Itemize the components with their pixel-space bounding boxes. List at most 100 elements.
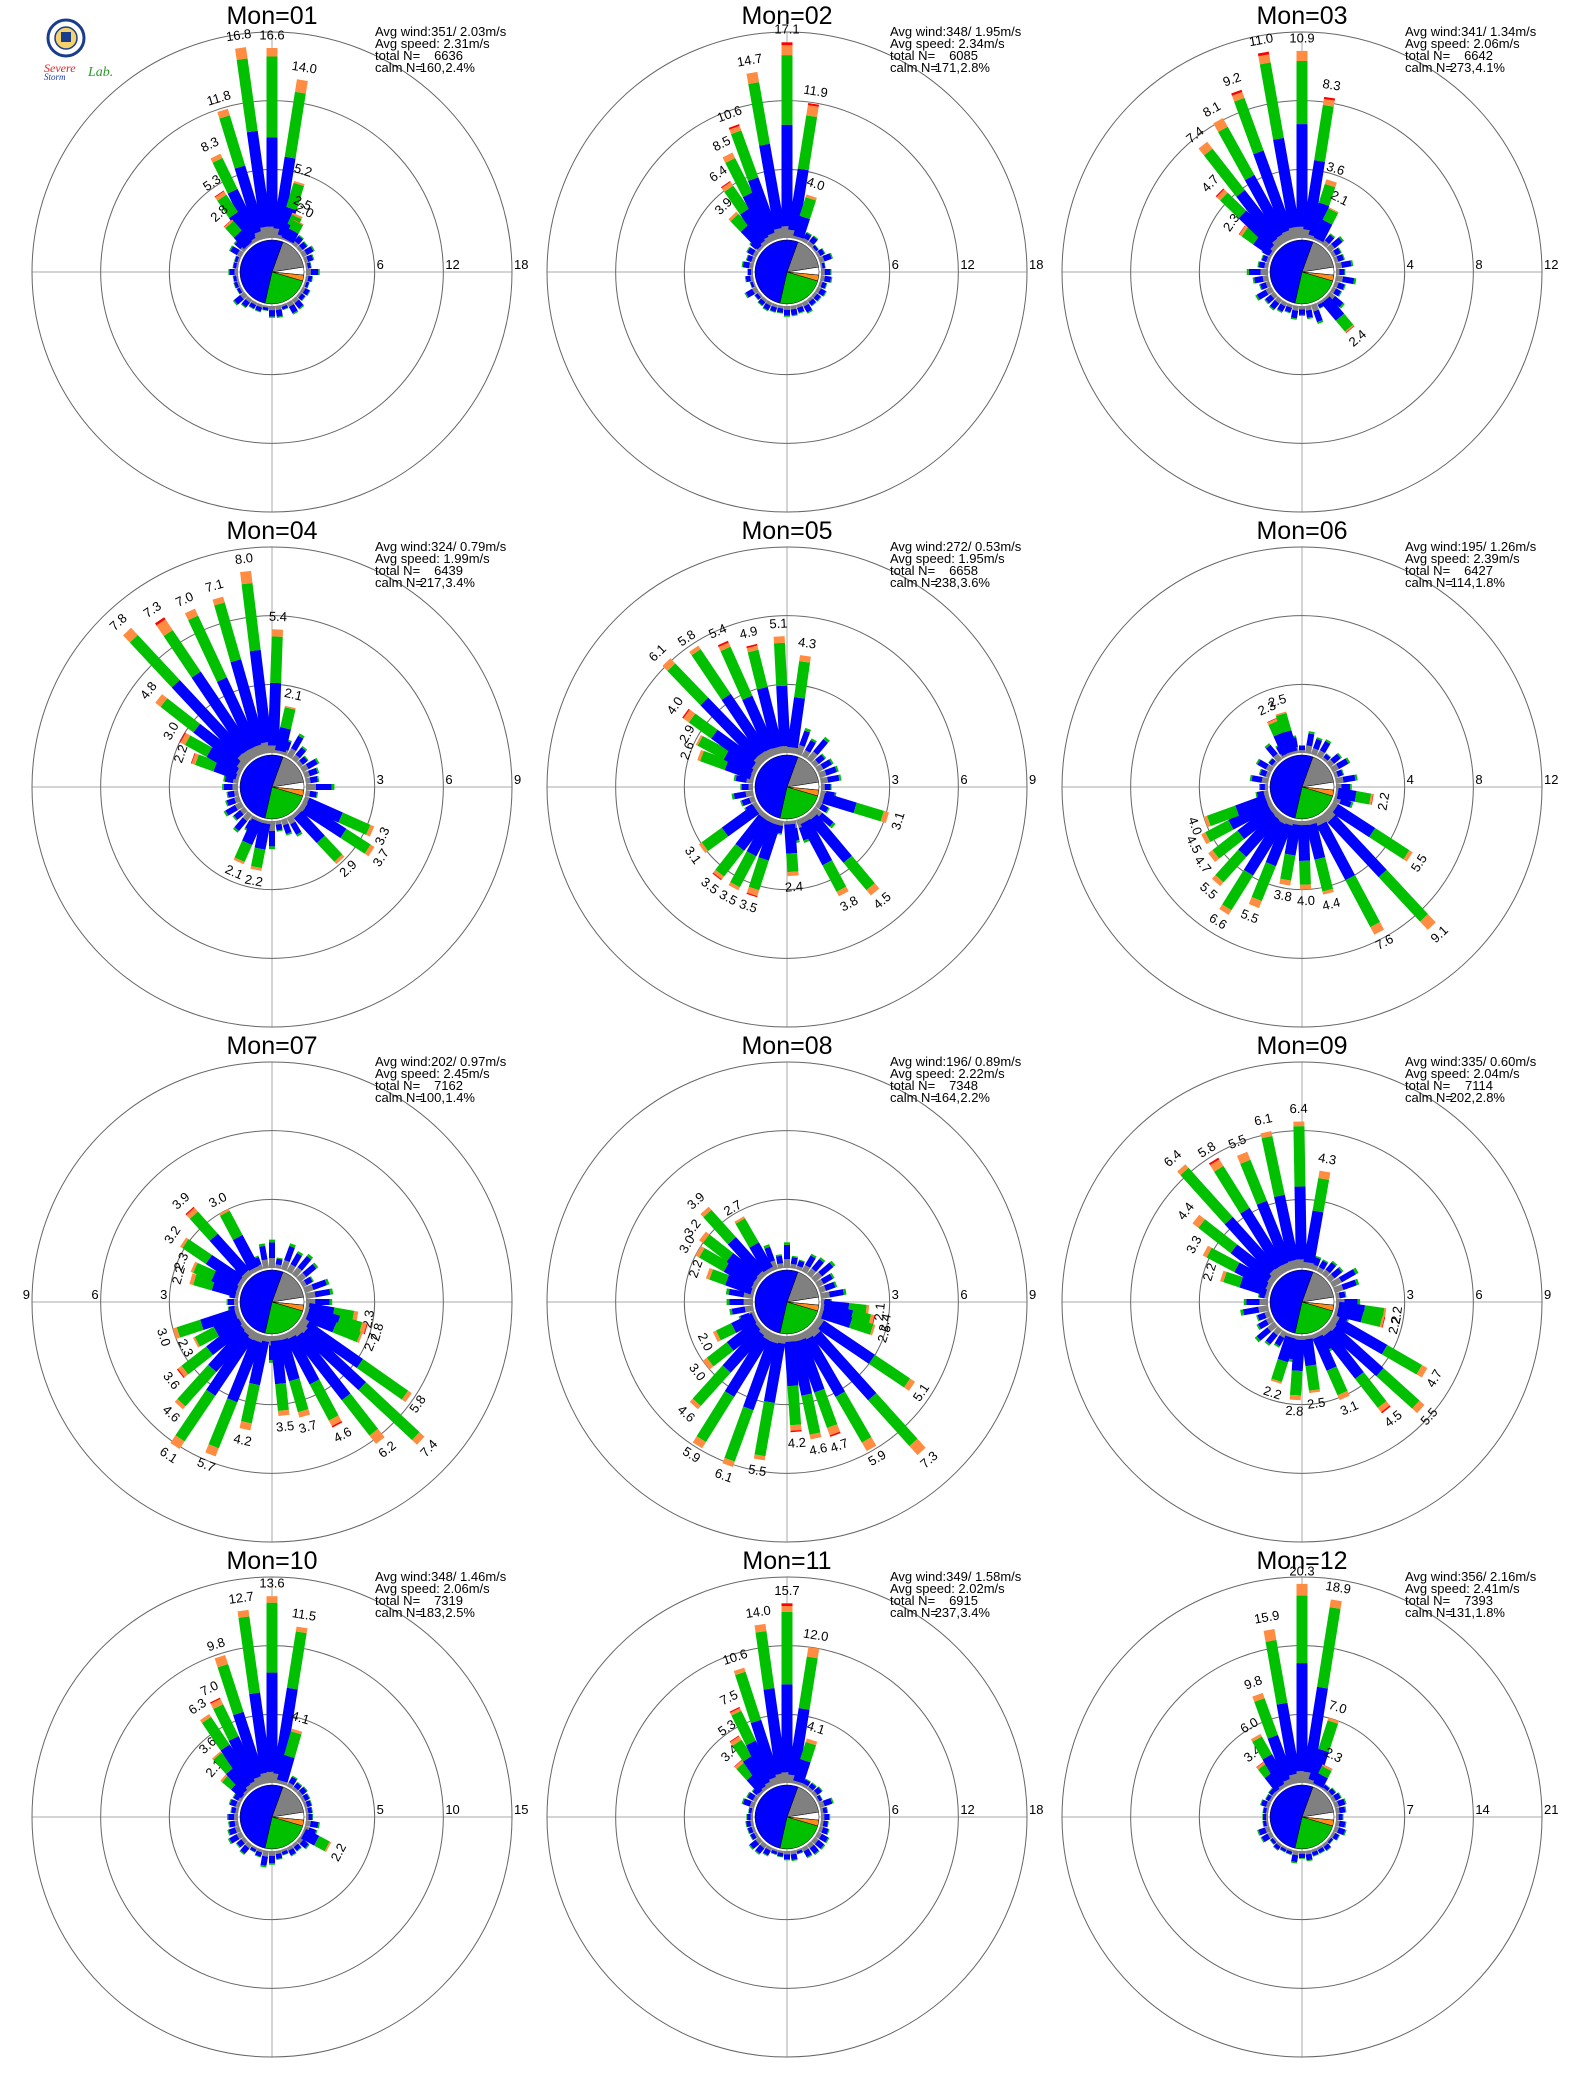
bar-segment (237, 256, 242, 264)
direction-bar (1329, 247, 1342, 258)
stat-avg-speed: Avg speed: 2.39m/s (1405, 551, 1520, 566)
bar-value-label: 20.3 (1289, 1563, 1314, 1578)
bar-value-label: 8.1 (1200, 98, 1223, 120)
bar-segment (1326, 1366, 1348, 1396)
bar-segment (1321, 1764, 1333, 1771)
direction-bar (1310, 1847, 1319, 1857)
direction-bar (1202, 1245, 1275, 1291)
direction-bar (817, 1307, 876, 1336)
direction-bar (820, 1814, 831, 1820)
direction-bar (1329, 1267, 1359, 1288)
bar-segment (309, 1799, 313, 1806)
wind-rose-8: 3 6 92.23.03.23.9 2.72.12.42.55.17.35.94.74… (546, 1032, 1036, 1543)
bar-segment (746, 1791, 751, 1798)
direction-bar (789, 1849, 798, 1862)
bar-segment (1270, 291, 1278, 300)
bar-segment (296, 1251, 304, 1257)
bar-segment (1230, 1244, 1274, 1282)
bar-segment (811, 1271, 823, 1283)
bar-segment (302, 1801, 308, 1809)
stat-avg-speed: Avg speed: 1.99m/s (375, 551, 490, 566)
bar-segment (811, 1782, 817, 1787)
bar-segment (746, 643, 758, 649)
direction-bar (1290, 304, 1300, 320)
bar-segment (284, 1245, 295, 1263)
direction-bar (817, 791, 889, 823)
direction-bar (801, 299, 813, 314)
bar-segment (296, 760, 304, 768)
bar-segment (744, 292, 749, 299)
bar-segment (1237, 806, 1275, 840)
direction-bar (225, 795, 242, 807)
bar-segment (1326, 1836, 1332, 1843)
bar-segment (825, 1837, 830, 1844)
stat-avg-speed: Avg speed: 2.45m/s (375, 1066, 490, 1081)
bar-segment (786, 746, 799, 755)
direction-bar (1255, 286, 1275, 301)
bar-value-label: 9.2 (1221, 69, 1243, 89)
direction-bar (814, 1831, 830, 1844)
direction-bar (299, 286, 311, 296)
bar-segment (193, 723, 244, 767)
bar-segment (316, 775, 320, 782)
bar-segment (742, 695, 776, 752)
direction-bar (1211, 808, 1284, 887)
wind-rose-3: 4 8 122.34.77.48.19.211.0 10.98.33.62.12.4M… (1061, 2, 1558, 513)
bar-segment (1316, 1844, 1323, 1851)
bar-segment (1416, 1364, 1428, 1378)
direction-bar (775, 1254, 785, 1270)
bar-segment (280, 1260, 290, 1272)
bar-value-label: 3.6 (1325, 159, 1347, 179)
bar-segment (760, 296, 768, 303)
bar-segment (1302, 1261, 1315, 1270)
direction-bar (1326, 1836, 1334, 1845)
bar-segment (225, 220, 242, 238)
bar-value-label: 2.3 (170, 1250, 191, 1273)
bar-segment (186, 1207, 198, 1219)
bar-segment (1280, 730, 1298, 754)
bar-segment (748, 1807, 750, 1814)
direction-bar (821, 269, 832, 275)
bar-segment (1330, 753, 1341, 764)
bar-value-label: 3.2 (161, 1223, 184, 1246)
bar-segment (715, 844, 745, 877)
bar-value-label: 4.4 (1321, 894, 1342, 913)
bar-value-label: 3.5 (717, 887, 740, 909)
bar-segment (781, 1603, 793, 1607)
bar-segment (818, 1262, 834, 1277)
bar-segment (801, 1264, 811, 1275)
ring-label: 10 (445, 1802, 459, 1817)
bar-segment (745, 789, 755, 798)
bar-segment (224, 219, 234, 229)
bar-segment (1246, 269, 1249, 275)
bar-segment (1262, 1807, 1268, 1814)
bar-segment (1257, 51, 1270, 57)
bar-segment (817, 248, 825, 257)
stat-total-value: 6642 (1464, 48, 1493, 63)
bar-segment (229, 1799, 238, 1807)
direction-bar (302, 1278, 330, 1294)
bar-segment (269, 1239, 275, 1243)
bar-segment (821, 1827, 829, 1835)
bar-segment (800, 819, 833, 866)
bar-segment (266, 226, 278, 238)
direction-bar (783, 1335, 802, 1433)
bar-segment (712, 1330, 721, 1342)
bar-value-label: 2.3 (175, 1336, 197, 1359)
bar-segment (1312, 1783, 1323, 1790)
bar-value-label: 3.5 (737, 896, 759, 916)
ring-label: 12 (1544, 772, 1558, 787)
bar-segment (1310, 302, 1319, 312)
direction-bar (305, 269, 320, 275)
bar-segment (299, 286, 306, 294)
bar-segment (817, 255, 825, 264)
ring-label: 9 (23, 1287, 30, 1302)
bar-segment (783, 820, 796, 825)
bar-segment (243, 241, 254, 251)
bar-segment (1336, 282, 1345, 291)
bar-segment (754, 1401, 775, 1457)
bar-segment (291, 1841, 299, 1848)
bar-segment (734, 1759, 743, 1767)
bar-segment (789, 1849, 797, 1855)
ring-label: 3 (1407, 1287, 1414, 1302)
